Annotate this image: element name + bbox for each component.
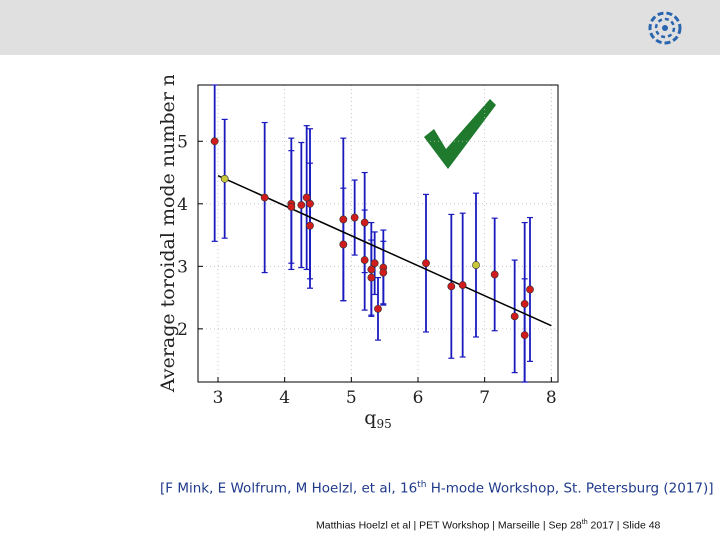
header-bar: [0, 0, 720, 55]
x-tick-label: 6: [413, 388, 424, 408]
data-point: [458, 281, 467, 289]
y-tick-label: 3: [177, 257, 188, 277]
fusion-logo-icon: [648, 11, 682, 45]
data-point: [422, 259, 430, 268]
x-axis-label-main: q: [364, 407, 376, 429]
x-tick-label: 3: [213, 388, 224, 408]
citation-prefix: [F Mink, E Wolfrum, M Hoelzl, et al, 16: [160, 480, 418, 497]
y-tick-label: 4: [177, 195, 188, 215]
grid: [198, 85, 558, 382]
y-axis-label: Average toroidal mode number n: [157, 75, 179, 393]
footer-suffix: 2017 | Slide 48: [587, 519, 661, 532]
x-tick-label: 8: [546, 388, 557, 408]
data-point: [367, 265, 376, 274]
data-point: [490, 270, 499, 279]
data-point: [260, 193, 269, 202]
check-mark-icon: [424, 99, 496, 169]
citation-suffix: H-mode Workshop, St. Petersburg (2017)]: [426, 480, 714, 497]
data-point: [526, 285, 534, 294]
y-axis: 2 3 4 5: [177, 132, 203, 340]
data-point: [339, 215, 348, 224]
data-point: [220, 174, 229, 183]
data-point: [306, 199, 314, 208]
data-point: [302, 193, 311, 202]
data-point: [447, 282, 456, 291]
x-axis: 3 4 5 6 7 8: [213, 377, 557, 408]
fit-line: [217, 174, 552, 327]
data-point: [297, 201, 306, 209]
data-point: [510, 312, 519, 321]
footer-sup: th: [581, 519, 588, 526]
data-point: [379, 268, 388, 277]
data-point: [360, 218, 369, 227]
citation: [F Mink, E Wolfrum, M Hoelzl, et al, 16t…: [160, 480, 720, 497]
data-point: [370, 259, 379, 268]
x-axis-label: q95: [364, 407, 391, 431]
scatter-chart: 3 4 5 6 7 8 2 3 4 5 Average toroidal mode number…: [157, 75, 559, 431]
x-tick-label: 4: [279, 388, 290, 408]
data-point: [350, 213, 359, 222]
data-point: [360, 256, 369, 264]
data-point: [367, 273, 376, 282]
data-points: [210, 137, 534, 340]
slide-footer: Matthias Hoelzl et al | PET Workshop | M…: [316, 519, 660, 532]
x-tick-label: 5: [346, 388, 357, 408]
x-axis-label-subscript: 95: [376, 417, 391, 431]
data-point: [374, 304, 382, 313]
y-tick-label: 5: [177, 132, 188, 152]
data-point: [339, 240, 348, 249]
data-point: [287, 203, 296, 211]
data-point: [306, 221, 314, 230]
data-point: [210, 137, 219, 146]
x-tick-label: 7: [479, 388, 490, 408]
data-point: [520, 331, 529, 340]
y-tick-label: 2: [177, 320, 188, 340]
plot-frame: [197, 84, 559, 383]
footer-prefix: Matthias Hoelzl et al | PET Workshop | M…: [316, 519, 582, 532]
data-point: [472, 261, 480, 269]
citation-sup: th: [417, 480, 427, 490]
data-point: [520, 299, 529, 308]
